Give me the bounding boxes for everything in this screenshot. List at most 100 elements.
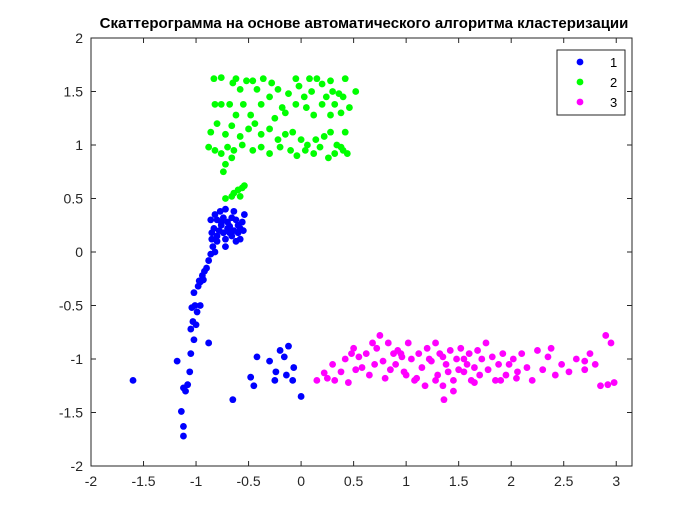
data-point: [245, 125, 252, 133]
data-point: [224, 143, 231, 151]
data-point: [281, 109, 289, 117]
data-point: [191, 302, 199, 309]
data-point: [217, 218, 225, 226]
data-point: [272, 368, 280, 376]
data-point: [226, 100, 234, 108]
x-tick-label: 0.5: [344, 473, 364, 489]
data-point: [331, 377, 339, 384]
legend-label: 3: [610, 95, 617, 110]
data-point: [211, 211, 219, 218]
data-point: [213, 237, 221, 245]
data-point: [226, 222, 234, 230]
axes: -2 -1.5 -1 -0.5 0 0.5 1 1.5 2 2.5 3 -2 -1.5 -1 -0.5 0 0.…: [59, 30, 632, 489]
data-point: [539, 366, 547, 374]
legend-box: [556, 49, 626, 116]
data-point: [450, 387, 457, 395]
data-point: [278, 104, 286, 111]
data-point: [379, 357, 387, 365]
data-point: [421, 382, 429, 390]
data-point: [415, 350, 423, 358]
data-point: [355, 353, 363, 361]
data-point: [341, 128, 349, 136]
data-point: [236, 85, 244, 93]
series-2-points: [205, 74, 360, 202]
data-point: [492, 377, 499, 384]
data-point: [228, 154, 236, 162]
data-point: [610, 379, 618, 386]
data-point: [213, 232, 221, 240]
data-point: [460, 355, 468, 363]
data-point: [289, 128, 297, 136]
data-point: [344, 379, 352, 386]
data-point: [240, 182, 248, 190]
data-point: [271, 114, 279, 122]
data-point: [523, 364, 531, 371]
data-point: [312, 136, 320, 144]
data-point: [337, 109, 345, 117]
data-point: [471, 379, 478, 386]
data-point: [439, 353, 447, 361]
data-point: [471, 364, 478, 371]
data-point: [341, 75, 349, 83]
data-point: [322, 93, 330, 101]
data-point: [565, 368, 573, 376]
data-point: [230, 207, 238, 215]
data-point: [274, 136, 282, 144]
data-point: [280, 353, 288, 361]
data-point: [228, 122, 236, 130]
legend-label: 2: [610, 75, 617, 90]
data-point: [208, 235, 216, 243]
data-point: [482, 339, 490, 347]
data-point: [591, 360, 599, 368]
x-tick-label: -1.5: [131, 473, 155, 489]
data-point: [514, 368, 521, 376]
data-point: [509, 355, 517, 363]
data-point: [211, 100, 219, 108]
data-point: [544, 353, 552, 361]
x-tick-label: -0.5: [237, 473, 261, 489]
data-point: [413, 374, 421, 382]
data-point: [478, 355, 486, 363]
data-point: [339, 93, 347, 101]
x-tick-label: 3: [612, 473, 620, 489]
data-point: [209, 243, 217, 251]
data-point: [320, 369, 328, 377]
data-point: [547, 344, 555, 352]
data-point: [450, 377, 457, 384]
data-point: [528, 377, 536, 384]
data-point: [276, 143, 284, 151]
data-point: [376, 332, 384, 339]
data-point: [407, 355, 415, 363]
data-point: [453, 355, 460, 363]
x-tick-label: 2.5: [554, 473, 574, 489]
data-point: [253, 353, 261, 361]
x-tick-label: 0: [297, 473, 305, 489]
data-point: [484, 366, 492, 374]
data-point: [266, 357, 273, 365]
data-point: [362, 350, 370, 358]
data-point: [268, 79, 276, 87]
data-point: [266, 150, 273, 157]
data-point: [313, 75, 321, 83]
data-point: [292, 100, 300, 108]
data-point: [271, 377, 279, 384]
data-point: [243, 77, 250, 85]
data-point: [205, 339, 213, 347]
data-point: [239, 100, 247, 108]
data-point: [266, 125, 273, 133]
data-point: [432, 377, 439, 384]
data-point: [365, 371, 373, 379]
data-point: [442, 360, 450, 368]
y-tick-label: 0: [75, 244, 83, 260]
x-tick-label: -2: [85, 473, 98, 489]
data-point: [425, 355, 433, 363]
data-point: [203, 264, 210, 272]
data-point: [488, 353, 496, 361]
y-tick-label: -2: [71, 458, 84, 474]
data-point: [352, 366, 360, 374]
data-point: [239, 227, 247, 235]
data-point: [310, 150, 318, 157]
data-point: [325, 154, 332, 162]
data-point: [327, 77, 334, 85]
data-point: [236, 133, 244, 140]
